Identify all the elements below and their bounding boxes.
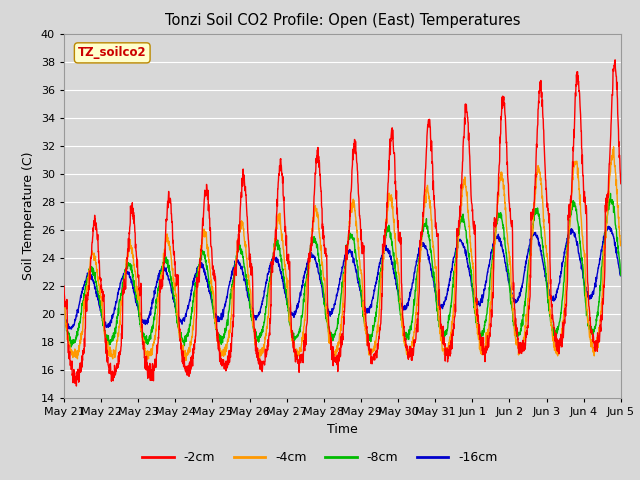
X-axis label: Time: Time — [327, 423, 358, 436]
Y-axis label: Soil Temperature (C): Soil Temperature (C) — [22, 152, 35, 280]
Title: Tonzi Soil CO2 Profile: Open (East) Temperatures: Tonzi Soil CO2 Profile: Open (East) Temp… — [164, 13, 520, 28]
Text: TZ_soilco2: TZ_soilco2 — [78, 47, 147, 60]
Legend: -2cm, -4cm, -8cm, -16cm: -2cm, -4cm, -8cm, -16cm — [138, 446, 502, 469]
